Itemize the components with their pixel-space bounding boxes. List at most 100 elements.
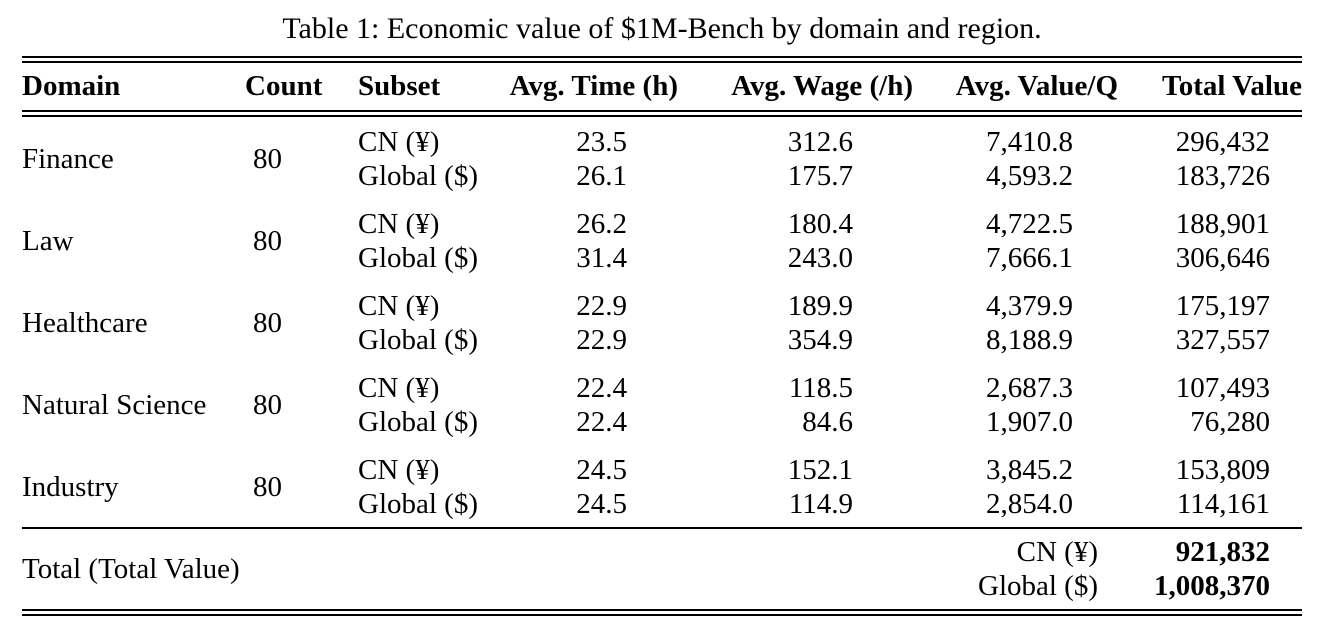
subset-label: CN (¥)	[358, 208, 440, 240]
subset-label: Global ($)	[358, 160, 478, 192]
domain-count: 80	[253, 307, 282, 339]
col-header-total-value: Total Value	[1162, 70, 1302, 102]
row-spacer	[22, 439, 1302, 453]
total-value: 327,557	[1175, 324, 1270, 356]
subset-label: CN (¥)	[358, 290, 440, 322]
top-rule	[22, 56, 1302, 63]
total-row-global: Global ($) 1,008,370	[22, 569, 1302, 603]
avg-value-q-value: 2,854.0	[986, 488, 1073, 520]
avg-value-q-value: 2,687.3	[986, 372, 1073, 404]
avg-time-value: 22.4	[576, 406, 627, 438]
domain-name: Finance	[22, 143, 114, 175]
total-value: 183,726	[1175, 160, 1270, 192]
domain-count: 80	[253, 471, 282, 503]
avg-value-q-value: 4,722.5	[986, 208, 1073, 240]
table-row: Industry 80 CN (¥) 24.5 152.1 3,845.2 153,809	[22, 453, 1302, 503]
table-row: Global ($) 22.4 84.6 1,907.0 76,280	[22, 405, 1302, 439]
total-row-cn: Total (Total Value) CN (¥) 921,832	[22, 535, 1302, 585]
total-subset-global: Global ($)	[978, 570, 1098, 602]
table-row: Finance 80 CN (¥) 23.5 312.6 7,410.8 296,432	[22, 125, 1302, 175]
table-row: Global ($) 26.1 175.7 4,593.2 183,726	[22, 159, 1302, 193]
table-row: Healthcare 80 CN (¥) 22.9 189.9 4,379.9 175,19…	[22, 289, 1302, 339]
avg-time-value: 22.9	[576, 290, 627, 322]
avg-value-q-value: 1,907.0	[986, 406, 1073, 438]
avg-value-q-value: 4,379.9	[986, 290, 1073, 322]
total-value-global: 1,008,370	[1154, 570, 1270, 602]
table-row: Law 80 CN (¥) 26.2 180.4 4,722.5 188,901	[22, 207, 1302, 257]
avg-time-value: 31.4	[576, 242, 627, 274]
subset-label: CN (¥)	[358, 372, 440, 404]
subset-label: Global ($)	[358, 488, 478, 520]
domain-count: 80	[253, 143, 282, 175]
avg-wage-value: 114.9	[788, 488, 853, 520]
avg-wage-value: 180.4	[787, 208, 853, 240]
header-rule	[22, 110, 1302, 117]
empty-cell	[480, 535, 678, 569]
total-value: 296,432	[1175, 126, 1270, 158]
total-value: 76,280	[1190, 406, 1270, 438]
bottom-rule	[22, 609, 1302, 616]
avg-value-q-value: 3,845.2	[986, 454, 1073, 486]
total-row-label: Total (Total Value)	[22, 553, 240, 585]
total-value: 188,901	[1175, 208, 1270, 240]
domain-count: 80	[253, 225, 282, 257]
avg-wage-value: 189.9	[787, 290, 853, 322]
avg-wage-value: 175.7	[787, 160, 853, 192]
row-spacer	[22, 357, 1302, 371]
col-header-avg-time: Avg. Time (h)	[509, 70, 678, 102]
avg-time-value: 24.5	[576, 454, 627, 486]
bottom-rule-line	[22, 609, 1302, 616]
empty-cell	[678, 535, 913, 569]
domain-name: Law	[22, 225, 74, 257]
avg-time-value: 23.5	[576, 126, 627, 158]
total-value: 153,809	[1175, 454, 1270, 486]
col-header-domain: Domain	[22, 70, 121, 102]
subset-label: Global ($)	[358, 406, 478, 438]
header-row: Domain Count Subset Avg. Time (h) Avg. W…	[22, 63, 1302, 110]
col-header-avg-wage: Avg. Wage (/h)	[731, 70, 913, 102]
row-spacer	[22, 275, 1302, 289]
avg-value-q-value: 7,666.1	[986, 242, 1073, 274]
subset-label: Global ($)	[358, 242, 478, 274]
subset-label: CN (¥)	[358, 126, 440, 158]
avg-time-value: 26.1	[576, 160, 627, 192]
header-rule-line	[22, 110, 1302, 117]
table-row: Global ($) 24.5 114.9 2,854.0 114,161	[22, 487, 1302, 521]
total-rule-line	[22, 527, 1302, 529]
total-value: 175,197	[1175, 290, 1270, 322]
domain-name: Natural Science	[22, 389, 207, 421]
total-rule	[22, 527, 1302, 529]
table-row: Global ($) 22.9 354.9 8,188.9 327,557	[22, 323, 1302, 357]
avg-value-q-value: 7,410.8	[986, 126, 1073, 158]
col-header-subset: Subset	[358, 70, 441, 102]
row-spacer	[22, 193, 1302, 207]
avg-time-value: 26.2	[576, 208, 627, 240]
avg-wage-value: 84.6	[802, 406, 853, 438]
total-value-cn: 921,832	[1175, 536, 1270, 568]
row-spacer	[22, 117, 1302, 125]
avg-time-value: 22.9	[576, 324, 627, 356]
empty-cell	[480, 569, 678, 603]
col-header-avg-value-q: Avg. Value/Q	[955, 70, 1118, 102]
domain-count: 80	[253, 389, 282, 421]
avg-time-value: 22.4	[576, 372, 627, 404]
subset-label: Global ($)	[358, 324, 478, 356]
avg-value-q-value: 4,593.2	[986, 160, 1073, 192]
domain-name: Healthcare	[22, 307, 148, 339]
table-body: Finance 80 CN (¥) 23.5 312.6 7,410.8 296,432 Gl…	[22, 125, 1302, 521]
avg-wage-value: 152.1	[787, 454, 853, 486]
avg-time-value: 24.5	[576, 488, 627, 520]
table-caption: Table 1: Economic value of $1M-Bench by …	[282, 12, 1042, 45]
subset-label: CN (¥)	[358, 454, 440, 486]
total-value: 107,493	[1175, 372, 1270, 404]
total-value: 114,161	[1176, 488, 1270, 520]
domain-name: Industry	[22, 471, 119, 503]
avg-value-q-value: 8,188.9	[986, 324, 1073, 356]
table-row: Natural Science 80 CN (¥) 22.4 118.5 2,687.3 1…	[22, 371, 1302, 421]
economic-value-table: Domain Count Subset Avg. Time (h) Avg. W…	[22, 56, 1302, 616]
total-value: 306,646	[1175, 242, 1270, 274]
top-rule-line	[22, 56, 1302, 63]
col-header-count: Count	[245, 70, 323, 102]
avg-wage-value: 312.6	[787, 126, 853, 158]
